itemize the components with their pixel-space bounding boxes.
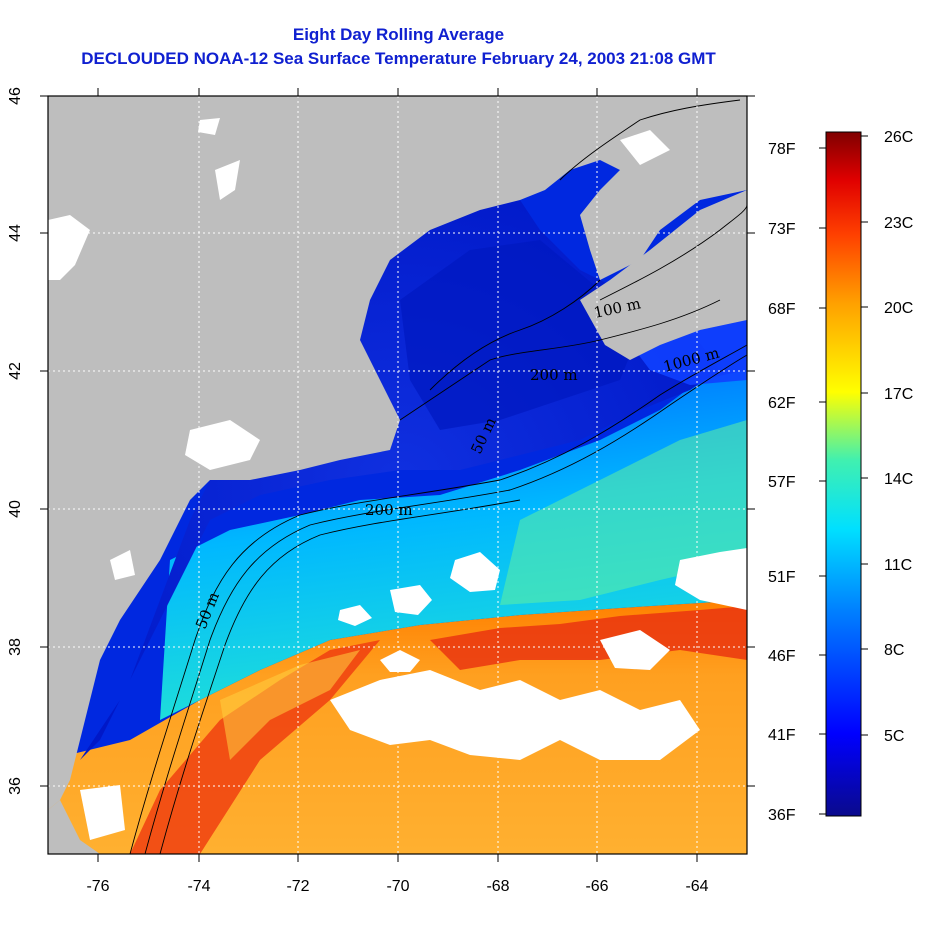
fahrenheit-label: 78F bbox=[768, 141, 796, 158]
y-axis-labels: 36 38 40 42 44 46 bbox=[7, 87, 24, 795]
x-tick-label: -74 bbox=[187, 878, 210, 895]
fahrenheit-label: 73F bbox=[768, 221, 796, 238]
x-tick-label: -68 bbox=[486, 878, 509, 895]
land-nova-scotia bbox=[580, 190, 747, 360]
map-imagery: 50 m 200 m 200 m 50 m 100 m 1000 m bbox=[48, 96, 747, 854]
celsius-label: 14C bbox=[884, 471, 913, 488]
fahrenheit-label: 36F bbox=[768, 807, 796, 824]
y-tick-label: 36 bbox=[7, 777, 24, 795]
fahrenheit-label: 46F bbox=[768, 648, 796, 665]
x-tick-label: -70 bbox=[386, 878, 409, 895]
x-tick-label: -72 bbox=[286, 878, 309, 895]
colorbar-gradient bbox=[825, 131, 862, 817]
slope-water-region bbox=[160, 370, 747, 720]
contour-label-200m-gom: 200 m bbox=[530, 366, 578, 384]
y-tick-label: 42 bbox=[7, 362, 24, 380]
x-tick-label: -76 bbox=[86, 878, 109, 895]
x-tick-label: -66 bbox=[585, 878, 608, 895]
y-tick-label: 38 bbox=[7, 638, 24, 656]
map-subtitle: DECLOUDED NOAA-12 Sea Surface Temperatur… bbox=[81, 49, 716, 68]
fahrenheit-label: 51F bbox=[768, 569, 796, 586]
fahrenheit-label: 68F bbox=[768, 301, 796, 318]
celsius-label: 26C bbox=[884, 129, 913, 146]
fahrenheit-label: 62F bbox=[768, 395, 796, 412]
celsius-label: 20C bbox=[884, 300, 913, 317]
fahrenheit-label: 57F bbox=[768, 474, 796, 491]
bathymetry-contours bbox=[129, 99, 747, 854]
y-tick-label: 46 bbox=[7, 87, 24, 105]
land-southern-coast bbox=[48, 800, 100, 854]
celsius-label: 23C bbox=[884, 215, 913, 232]
colorbar-ticks bbox=[819, 135, 868, 815]
x-tick-label: -64 bbox=[685, 878, 708, 895]
contour-label-200m: 200 m bbox=[365, 501, 413, 519]
land-mainland bbox=[48, 96, 747, 810]
cloud-masks bbox=[80, 548, 747, 840]
colorbar-fahrenheit-labels: 78F 73F 68F 62F 57F 51F 46F 41F 36F bbox=[768, 141, 796, 824]
x-axis-labels: -76 -74 -72 -70 -68 -66 -64 bbox=[86, 878, 708, 895]
x-axis-ticks bbox=[97, 88, 698, 862]
celsius-label: 5C bbox=[884, 728, 904, 745]
colorbar-celsius-labels: 26C 23C 20C 17C 14C 11C 8C 5C bbox=[884, 129, 913, 745]
celsius-label: 17C bbox=[884, 386, 913, 403]
graticule bbox=[48, 96, 747, 854]
y-tick-label: 40 bbox=[7, 500, 24, 518]
celsius-label: 11C bbox=[884, 557, 912, 574]
map-title: Eight Day Rolling Average bbox=[292, 25, 505, 44]
y-axis-ticks bbox=[40, 95, 755, 787]
celsius-label: 8C bbox=[884, 642, 904, 659]
fahrenheit-label: 41F bbox=[768, 727, 796, 744]
y-tick-label: 44 bbox=[7, 224, 24, 242]
colorbar: 26C 23C 20C 17C 14C 11C 8C 5C 78F 73F 68… bbox=[768, 129, 913, 824]
land-clouds bbox=[48, 118, 670, 580]
